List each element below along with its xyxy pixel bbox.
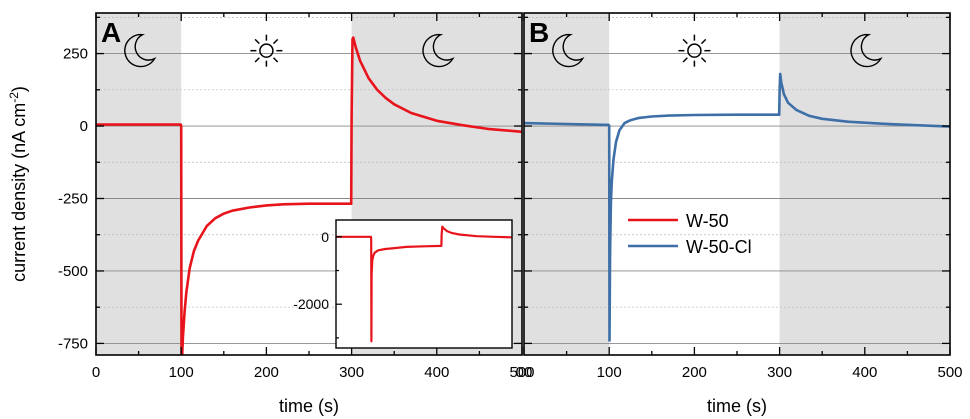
panel-a-ticks: 0 100 200 300 400 500 250 0 -250 -500 -750 — [58, 13, 535, 381]
dark-region-b-1 — [779, 13, 950, 355]
moon-icon — [552, 33, 585, 68]
x-tick-label-b: 00 — [516, 364, 533, 381]
panel-b-icons — [552, 33, 883, 68]
inset-ticks: 0 -2000 — [293, 229, 342, 339]
panel-a-series — [96, 36, 522, 355]
y-tick-label: -750 — [58, 335, 88, 352]
x-tick-label-a: 400 — [424, 364, 449, 381]
x-axis-label-a: time (s) — [279, 396, 339, 416]
panel-b-background — [524, 13, 950, 355]
y-tick-label: 0 — [80, 118, 88, 135]
x-tick-label-b: 200 — [682, 364, 707, 381]
dark-region-a-0 — [96, 13, 182, 355]
sun-icon — [250, 34, 283, 67]
inset-y-tick-label: 0 — [321, 229, 329, 245]
panel-b-letter: B — [529, 17, 549, 48]
x-tick-label-b: 300 — [767, 364, 792, 381]
legend-label-w50cl: W-50-Cl — [686, 237, 752, 257]
sun-icon — [678, 34, 711, 67]
moon-icon — [422, 33, 455, 68]
panel-b-series — [524, 72, 950, 342]
series-line-w-50-cl — [524, 72, 950, 342]
y-axis-label: current density (nA cm-2) — [7, 86, 29, 282]
x-tick-label-b: 100 — [597, 364, 622, 381]
x-tick-label-a: 100 — [169, 364, 194, 381]
inset-y-tick-label: -2000 — [293, 296, 329, 312]
dark-region-b-0 — [524, 13, 610, 355]
x-tick-label-a: 300 — [339, 364, 364, 381]
series-line-w-50 — [96, 36, 522, 355]
legend-label-w50: W-50 — [686, 211, 729, 231]
panel-a-icons — [124, 33, 455, 68]
legend: W-50 W-50-Cl — [628, 211, 752, 257]
panel-a-grid — [96, 16, 522, 344]
x-tick-label-b: 400 — [852, 364, 877, 381]
panel-a-inset: 0 -2000 — [293, 219, 513, 349]
panel-a-letter: A — [101, 17, 121, 48]
moon-icon — [124, 33, 157, 68]
y-tick-label: -250 — [58, 190, 88, 207]
x-tick-label-a: 200 — [254, 364, 279, 381]
inset-series — [336, 225, 512, 343]
inset-series-line — [336, 225, 512, 343]
panel-b-grid — [524, 16, 950, 344]
inset-background — [336, 220, 512, 348]
y-tick-label: -500 — [58, 263, 88, 280]
x-tick-label-a: 500 — [509, 364, 534, 381]
panel-a: 0 100 200 300 400 500 250 0 -250 -500 -750 A — [58, 12, 535, 381]
x-tick-label-a: 0 — [92, 364, 100, 381]
x-tick-label-b: 500 — [937, 364, 962, 381]
panel-b-ticks: 00 100 200 300 400 500 — [516, 13, 963, 381]
y-tick-label: 250 — [63, 46, 88, 63]
x-axis-label-b: time (s) — [707, 396, 767, 416]
moon-icon — [850, 33, 883, 68]
inset-frame — [335, 219, 513, 349]
panel-b: 00 100 200 300 400 500 B — [516, 12, 963, 381]
